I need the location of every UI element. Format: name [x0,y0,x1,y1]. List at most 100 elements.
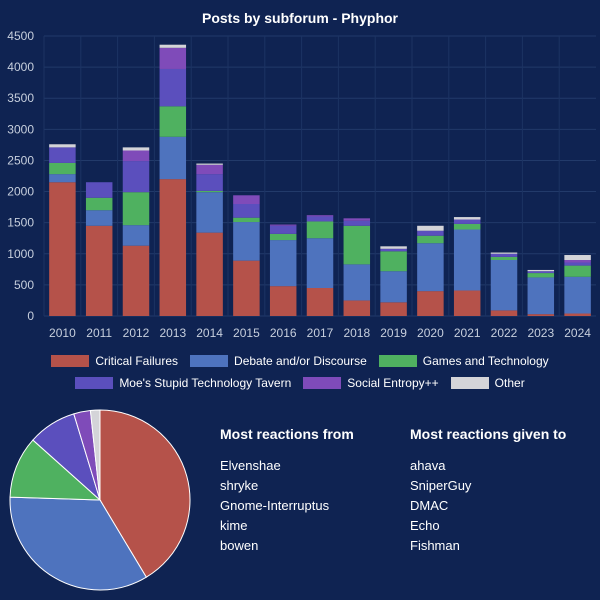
legend-label: Debate and/or Discourse [234,354,367,368]
bar-segment-other [527,269,555,272]
bar-segment-games-and-technology [122,192,150,226]
bar-segment-critical-failures [269,286,297,316]
y-tick-label: 4500 [7,29,34,43]
x-tick-label: 2024 [564,326,591,340]
bar-segment-critical-failures [159,179,187,316]
x-tick-label: 2010 [49,326,76,340]
bar-segment-debate-and-or-discourse [527,277,555,315]
bar-segment-moe-s-stupid-technology-tavern [343,220,371,226]
x-tick-label: 2018 [343,326,370,340]
bar-segment-moe-s-stupid-technology-tavern [527,271,555,274]
bar-segment-social-entropy [269,224,297,226]
bar-segment-other [380,246,407,249]
x-tick-label: 2013 [159,326,186,340]
x-tick-label: 2015 [233,326,260,340]
bar-segment-moe-s-stupid-technology-tavern [564,262,591,266]
bar-segment-moe-s-stupid-technology-tavern [196,174,223,191]
x-tick-label: 2012 [123,326,150,340]
bar-segment-critical-failures [564,313,591,316]
reactions-to-item: Echo [410,518,440,533]
bar-segment-moe-s-stupid-technology-tavern [380,248,407,252]
bar-segment-games-and-technology [85,197,113,211]
bar-segment-social-entropy [343,218,371,221]
bar-segment-other [49,144,76,148]
bar-segment-other [564,255,591,260]
bar-segment-games-and-technology [49,162,76,175]
legend-row-1: Critical Failures Debate and/or Discourse… [0,354,600,368]
bar-segment-critical-failures [306,288,334,316]
x-tick-label: 2020 [417,326,444,340]
bar-segment-debate-and-or-discourse [380,271,407,303]
axis-layer: 0 500 1000 1500 2000 2500 3000 3500 4000 4500 2010… [7,29,591,340]
y-tick-label: 2500 [7,153,34,167]
reactions-from-item: shryke [220,478,259,493]
bar-segment-social-entropy [233,195,260,204]
reactions-to-item: ahava [410,458,446,473]
bar-segment-other [159,44,187,48]
pie-slice-other [89,409,101,501]
reactions-to-heading: Most reactions given to [410,426,567,442]
bar-segment-games-and-technology [343,225,371,265]
legend-swatch [190,355,229,367]
bar-segment-moe-s-stupid-technology-tavern [417,230,444,236]
legend-label: Critical Failures [95,354,179,368]
reactions-to-item: DMAC [410,498,449,513]
bar-segment-debate-and-or-discourse [417,243,444,292]
bar-segment-moe-s-stupid-technology-tavern [233,204,260,218]
bar-segment-games-and-technology [490,256,518,260]
bar-segment-moe-s-stupid-technology-tavern [306,216,334,222]
bar-segment-debate-and-or-discourse [306,238,334,288]
bar-segment-social-entropy [122,150,150,162]
bar-segment-games-and-technology [417,235,444,244]
bar-segment-moe-s-stupid-technology-tavern [159,68,187,107]
reactions-to-item: SniperGuy [410,478,472,493]
y-tick-label: 4000 [7,60,34,74]
y-tick-label: 3000 [7,122,34,136]
bar-segment-social-entropy [564,260,591,263]
bar-segment-debate-and-or-discourse [453,229,481,291]
legend-item-other[interactable]: Other [450,376,525,390]
bar-segment-other [122,147,150,151]
bar-segment-games-and-technology [564,265,591,277]
legend-item-social-entropy[interactable]: Social Entropy++ [303,376,439,390]
x-tick-label: 2021 [454,326,481,340]
bar-segment-games-and-technology [159,106,187,137]
bar-segment-critical-failures [122,245,150,316]
y-tick-label: 2000 [7,185,34,199]
bar-segment-games-and-technology [196,190,223,193]
pie-slice-debate-and-or-discourse [9,496,147,591]
bar-segment-social-entropy [196,164,223,175]
bar-segment-debate-and-or-discourse [196,192,223,233]
bar-chart: Posts by subforum - Phyphor 0 500 1000 1500… [7,10,596,340]
pie-slice-critical-failures [99,409,191,578]
bar-segment-moe-s-stupid-technology-tavern [49,147,76,163]
legend-swatch [378,355,417,367]
bar-segment-social-entropy [306,215,334,217]
legend-item-moe-s-stupid-technology-tavern[interactable]: Moe's Stupid Technology Tavern [75,376,291,390]
bar-segment-critical-failures [343,300,371,316]
legend-item-critical-failures[interactable]: Critical Failures [51,354,178,368]
bar-segment-games-and-technology [380,251,407,272]
y-tick-label: 1000 [7,247,34,261]
legend-item-games-and-technology[interactable]: Games and Technology [378,354,549,368]
x-tick-label: 2022 [491,326,518,340]
bar-segment-other [196,163,223,165]
legend-row-2: Moe's Stupid Technology Tavern Social Ent… [0,376,600,390]
bar-segment-games-and-technology [453,223,481,230]
reactions-to-item: Fishman [410,538,460,553]
reactions-from-item: kime [220,518,248,533]
bar-segment-critical-failures [453,290,481,316]
x-tick-label: 2023 [527,326,554,340]
bar-segment-other [417,225,444,231]
bar-segment-moe-s-stupid-technology-tavern [269,225,297,234]
x-tick-label: 2017 [307,326,334,340]
bar-segment-critical-failures [527,314,555,316]
y-tick-label: 1500 [7,216,34,230]
reactions-from-item: Elvenshae [220,458,281,473]
legend-item-debate-and-or-discourse[interactable]: Debate and/or Discourse [190,354,367,368]
bar-segment-critical-failures [49,182,76,316]
legend-swatch [51,355,90,367]
legend-label: Games and Technology [422,354,549,368]
bar-segment-other [490,252,518,254]
bar-segment-debate-and-or-discourse [159,136,187,180]
